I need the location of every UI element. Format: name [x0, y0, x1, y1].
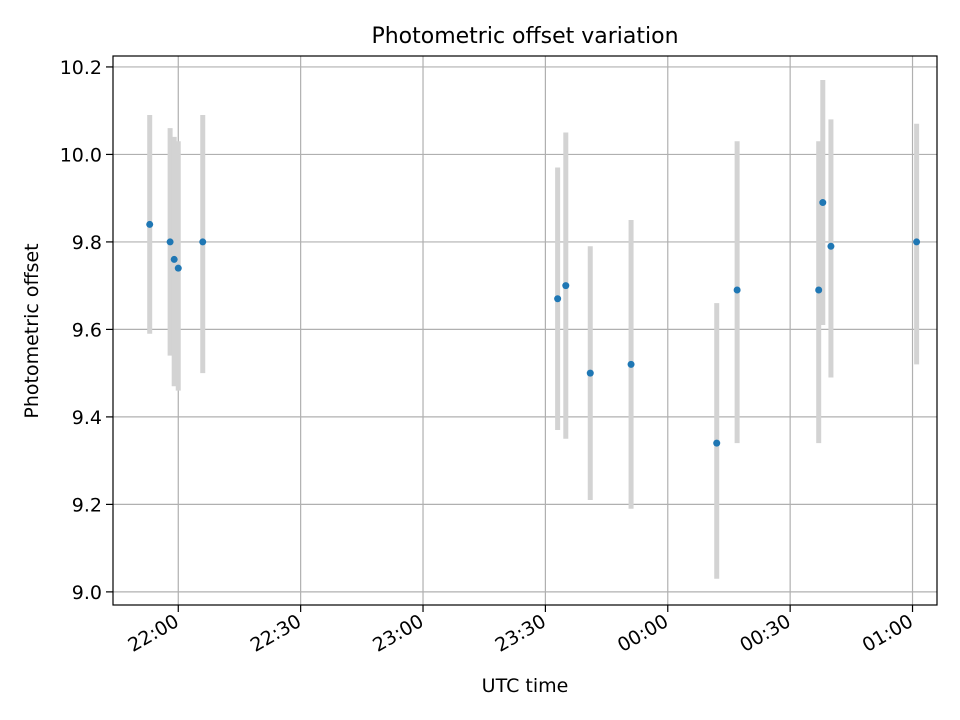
y-tick-label: 10.2 [60, 57, 102, 79]
grid [113, 56, 937, 605]
data-point [827, 242, 835, 250]
data-point [819, 199, 827, 207]
y-axis-label: Photometric offset [21, 243, 43, 418]
data-point [815, 286, 823, 294]
x-axis-label: UTC time [482, 675, 569, 697]
y-axis-ticks: 9.0 9.2 9.4 9.6 9.8 10.0 10.2 [60, 57, 113, 604]
plot-frame [112, 55, 938, 606]
data-point [166, 238, 174, 246]
y-tick-label: 9.2 [72, 494, 102, 516]
data-points [146, 199, 921, 447]
data-point [627, 360, 635, 368]
data-point [170, 255, 178, 263]
chart-title: Photometric offset variation [371, 24, 678, 49]
data-point [554, 295, 562, 303]
y-tick-label: 9.6 [72, 319, 102, 341]
data-point [199, 238, 207, 246]
data-point [146, 220, 154, 228]
y-tick-label: 9.8 [72, 232, 102, 254]
data-point [733, 286, 741, 294]
data-point [713, 439, 721, 447]
data-point [913, 238, 921, 246]
data-point [174, 264, 182, 272]
data-point [562, 282, 570, 290]
y-tick-label: 10.0 [60, 144, 102, 166]
data-point [586, 369, 594, 377]
y-tick-label: 9.0 [72, 582, 102, 604]
y-tick-label: 9.4 [72, 407, 102, 429]
